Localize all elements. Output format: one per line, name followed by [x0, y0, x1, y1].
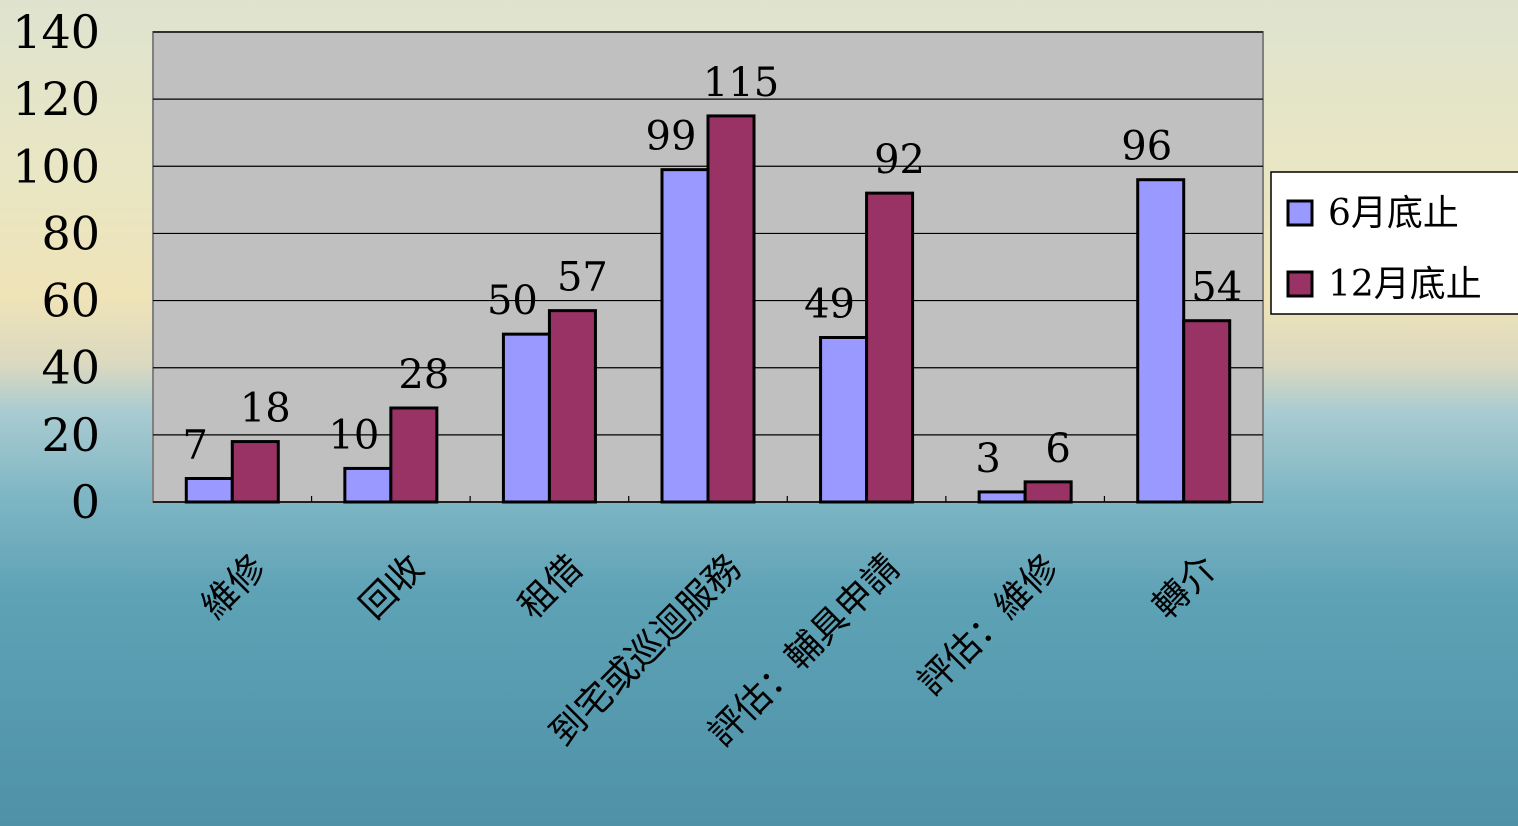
x-tick-label: 轉介	[1145, 547, 1225, 627]
data-label: 54	[1191, 265, 1242, 311]
bar-series-2	[706, 114, 756, 504]
bar-series-2	[547, 309, 597, 504]
y-axis: 0 20 40 60 80 100 120 140	[12, 5, 100, 529]
bar-series-2	[865, 191, 915, 504]
y-tick-label: 60	[41, 274, 100, 328]
data-label: 10	[328, 412, 379, 458]
legend: 6月底止 12月底止	[1270, 171, 1518, 315]
data-label: 96	[1121, 124, 1172, 170]
y-tick-label: 140	[12, 5, 100, 59]
x-tick-label: 租借	[511, 547, 591, 627]
data-label: 7	[183, 423, 208, 469]
data-label: 115	[703, 60, 779, 106]
x-tick-label: 維修	[194, 547, 274, 627]
y-tick-label: 0	[71, 475, 100, 529]
data-label: 99	[646, 114, 697, 160]
bar-series-1	[501, 332, 551, 504]
bar-series-1	[660, 168, 710, 504]
data-label: 28	[398, 352, 449, 398]
bars	[184, 114, 1232, 504]
bar-series-1	[1136, 178, 1186, 504]
bar-series-2	[1023, 480, 1073, 504]
bar-series-1	[184, 477, 234, 504]
bar-series-1	[977, 490, 1027, 504]
bar-series-2	[230, 440, 280, 504]
x-tick-label: 回收	[352, 547, 432, 627]
data-label: 57	[557, 255, 608, 301]
y-tick-label: 20	[41, 408, 100, 462]
bar-series-1	[819, 336, 869, 504]
data-label: 6	[1045, 426, 1070, 472]
data-label: 18	[240, 386, 291, 432]
x-tick-label: 評估：維修	[910, 547, 1066, 703]
data-label: 92	[874, 137, 925, 183]
y-tick-label: 100	[12, 139, 100, 193]
bar-series-1	[343, 466, 393, 504]
data-label: 49	[804, 282, 855, 328]
bar-series-2	[1182, 319, 1232, 504]
legend-swatch	[1286, 199, 1314, 227]
y-tick-label: 40	[41, 341, 100, 395]
y-tick-label: 80	[41, 206, 100, 260]
legend-label: 12月底止	[1328, 264, 1482, 305]
data-label: 50	[487, 278, 538, 324]
y-tick-label: 120	[12, 72, 100, 126]
legend-label: 6月底止	[1328, 193, 1459, 234]
data-label: 3	[975, 436, 1000, 482]
bar-series-2	[389, 406, 439, 504]
legend-swatch	[1286, 270, 1314, 298]
